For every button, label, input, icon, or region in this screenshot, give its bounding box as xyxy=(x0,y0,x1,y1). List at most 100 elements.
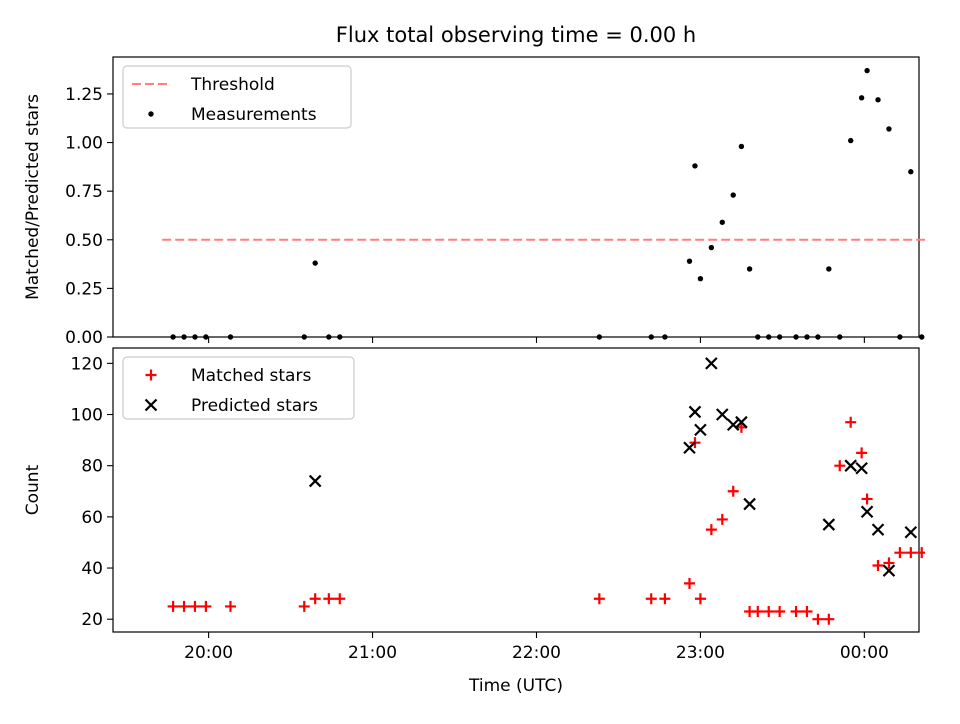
legend-label: Measurements xyxy=(191,105,317,125)
predicted-star-point xyxy=(938,534,949,545)
measurement-point xyxy=(930,334,935,339)
measurement-point xyxy=(312,260,317,265)
predicted-star-point xyxy=(862,506,873,517)
matched-star-point xyxy=(873,560,884,571)
matched-star-point xyxy=(812,614,823,625)
matched-star-point xyxy=(916,547,927,558)
measurement-point xyxy=(897,334,902,339)
matched-star-point xyxy=(168,601,179,612)
x-tick-label: 21:00 xyxy=(348,643,397,663)
x-axis-label: Time (UTC) xyxy=(468,676,563,696)
predicted-star-point xyxy=(856,463,867,474)
measurement-point xyxy=(859,95,864,100)
predicted-star-point xyxy=(744,499,755,510)
top-y-tick-label: 0.25 xyxy=(65,279,103,299)
matched-star-point xyxy=(225,601,236,612)
matched-star-point xyxy=(728,486,739,497)
matched-star-point xyxy=(774,606,785,617)
bottom-y-tick-label: 60 xyxy=(81,508,103,528)
matched-star-point xyxy=(659,593,670,604)
top-y-tick-label: 0.75 xyxy=(65,182,103,202)
measurement-point xyxy=(181,334,186,339)
matched-star-point xyxy=(334,593,345,604)
legend-label: Predicted stars xyxy=(191,396,318,416)
x-tick-label: 20:00 xyxy=(184,643,233,663)
measurement-point xyxy=(919,334,924,339)
measurement-point xyxy=(875,97,880,102)
measurement-point xyxy=(941,183,946,188)
top-y-axis-label: Matched/Predicted stars xyxy=(23,94,43,300)
matched-star-point xyxy=(200,601,211,612)
measurement-point xyxy=(720,220,725,225)
measurement-point xyxy=(815,334,820,339)
top-y-tick-label: 1.00 xyxy=(65,134,103,154)
matched-star-point xyxy=(834,460,845,471)
x-tick-label: 00:00 xyxy=(840,643,889,663)
measurement-point xyxy=(337,334,342,339)
x-tick-label: 22:00 xyxy=(512,643,561,663)
measurement-point xyxy=(886,126,891,131)
measurement-point xyxy=(662,334,667,339)
matched-star-point xyxy=(684,578,695,589)
matched-star-point xyxy=(862,493,873,504)
predicted-star-point xyxy=(706,358,717,369)
measurement-point xyxy=(755,334,760,339)
matched-star-point xyxy=(695,593,706,604)
matched-star-point xyxy=(791,606,802,617)
measurement-point xyxy=(687,258,692,263)
bottom-y-tick-label: 20 xyxy=(81,610,103,630)
measurement-point xyxy=(731,192,736,197)
top-panel: 0.00 0.25 0.50 0.75 1.00 1.25 Matched/Predicte… xyxy=(23,57,960,348)
bottom-y-tick-label: 120 xyxy=(71,354,103,374)
predicted-star-point xyxy=(823,519,834,530)
legend-measurement-swatch xyxy=(148,111,153,116)
predicted-star-point xyxy=(695,424,706,435)
matched-star-point xyxy=(949,601,960,612)
top-y-tick-label: 0.50 xyxy=(65,231,103,251)
measurement-point xyxy=(826,266,831,271)
measurement-point xyxy=(692,163,697,168)
predicted-star-point xyxy=(684,442,695,453)
predicted-star-point xyxy=(873,524,884,535)
predicted-star-point xyxy=(728,419,739,430)
matched-star-point xyxy=(706,524,717,535)
measurement-point xyxy=(848,138,853,143)
predicted-star-point xyxy=(905,527,916,538)
matched-star-point xyxy=(717,514,728,525)
matched-star-point xyxy=(927,563,938,574)
matched-star-point xyxy=(179,601,190,612)
matched-star-point xyxy=(763,606,774,617)
measurement-point xyxy=(228,334,233,339)
measurement-point xyxy=(837,334,842,339)
bottom-y-tick-label: 80 xyxy=(81,457,103,477)
measurement-point xyxy=(597,334,602,339)
matched-star-point xyxy=(845,417,856,428)
bottom-y-axis-label: Count xyxy=(23,464,43,515)
x-tick-label: 23:00 xyxy=(676,643,725,663)
measurement-point xyxy=(739,144,744,149)
measurement-point xyxy=(170,334,175,339)
measurement-point xyxy=(649,334,654,339)
bottom-y-tick-label: 100 xyxy=(71,406,103,426)
matched-star-point xyxy=(323,593,334,604)
chart-title: Flux total observing time = 0.00 h xyxy=(336,23,696,47)
top-y-tick-label: 0.00 xyxy=(65,328,103,348)
measurement-point xyxy=(777,334,782,339)
measurement-point xyxy=(793,334,798,339)
predicted-star-point xyxy=(845,460,856,471)
predicted-star-point xyxy=(949,540,960,551)
measurement-point xyxy=(864,68,869,73)
matched-star-point xyxy=(823,614,834,625)
matched-star-point xyxy=(310,593,321,604)
legend-label: Matched stars xyxy=(191,366,311,386)
bottom-y-tick-label: 40 xyxy=(81,559,103,579)
matched-star-point xyxy=(905,547,916,558)
matched-star-point xyxy=(894,547,905,558)
measurement-point xyxy=(766,334,771,339)
measurement-point xyxy=(698,276,703,281)
top-y-tick-label: 1.25 xyxy=(65,85,103,105)
bottom-panel: 2040608010012020:0021:0022:0023:0000:000… xyxy=(23,348,960,663)
measurement-point xyxy=(203,334,208,339)
